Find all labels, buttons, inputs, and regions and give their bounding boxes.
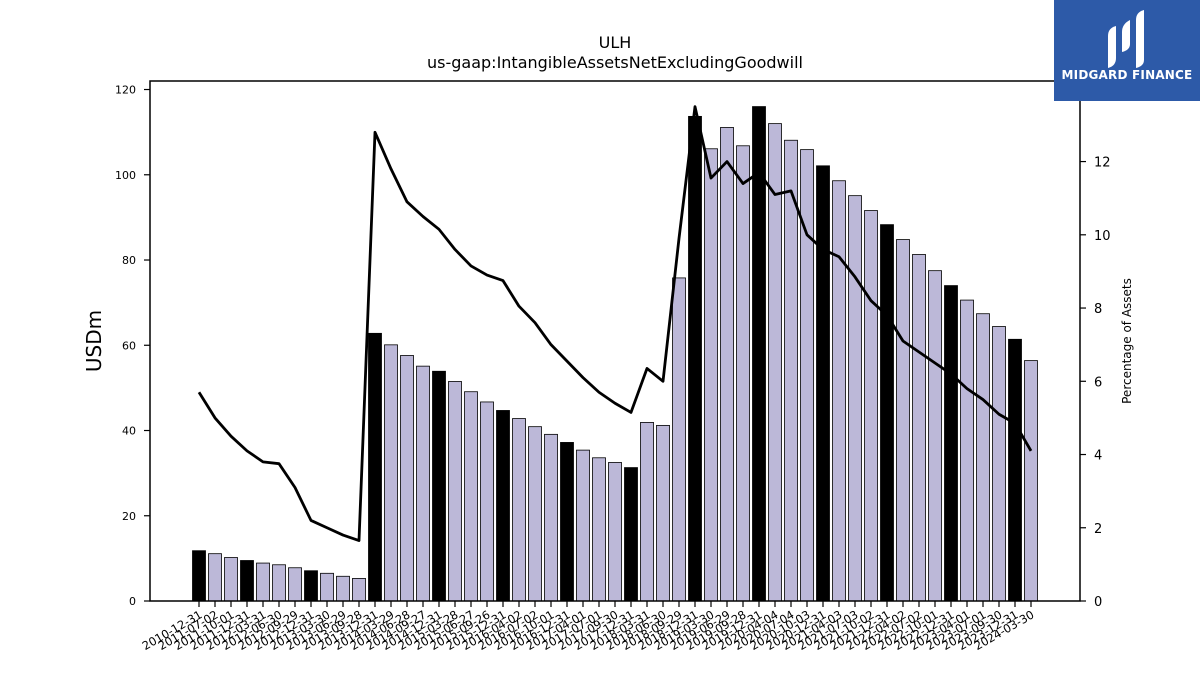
bar-2016-12-31: [560, 442, 574, 602]
bar-2012-09-29: [288, 567, 302, 602]
right-y-tick-label: 12: [1094, 156, 1111, 171]
bar-2013-06-29: [336, 575, 350, 602]
bar-2015-03-28: [448, 381, 462, 602]
bar-2013-03-30: [320, 572, 334, 602]
bar-2018-03-31: [640, 422, 654, 602]
right-y-tick-label: 10: [1094, 229, 1111, 244]
bar-2017-04-01: [576, 449, 590, 602]
left-y-tick-label: 100: [115, 169, 136, 182]
left-y-tick-label: 120: [115, 84, 136, 97]
bar-2015-09-26: [480, 401, 494, 602]
bar-2011-10-01: [224, 557, 238, 602]
bar-2022-04-02: [896, 239, 910, 602]
bar-2014-03-29: [384, 344, 398, 602]
bar-2019-09-28: [736, 145, 750, 602]
right-y-tick-label: 8: [1094, 302, 1102, 317]
bar-2022-12-31: [944, 285, 958, 602]
line-layer: [197, 105, 1033, 542]
bar-2016-10-01: [544, 433, 558, 602]
left-y-axis-label: USDm: [82, 310, 106, 372]
bar-2018-09-29: [672, 277, 686, 602]
left-y-tick-label: 0: [129, 595, 136, 608]
left-y-tick-label: 40: [122, 425, 136, 438]
bar-2017-12-31: [624, 467, 638, 602]
right-y-tick-label: 6: [1094, 375, 1102, 390]
bar-2014-09-27: [416, 365, 430, 602]
bar-2017-07-01: [592, 457, 606, 602]
bar-2021-04-03: [832, 180, 846, 602]
bar-2016-07-02: [528, 426, 542, 602]
bar-2020-07-04: [784, 139, 798, 602]
bar-2015-06-27: [464, 391, 478, 602]
midgard-logo-icon: [1108, 10, 1144, 68]
bar-2017-09-30: [608, 462, 622, 602]
bar-2022-07-02: [912, 254, 926, 602]
bar-2015-12-31: [496, 410, 510, 602]
bar-2020-12-31: [816, 165, 830, 602]
bar-2019-06-29: [720, 127, 734, 602]
bar-2018-12-31: [688, 115, 702, 602]
left-y-tick-label: 80: [122, 254, 136, 267]
bar-2013-09-28: [352, 578, 366, 602]
right-y-tick-label: 0: [1094, 595, 1102, 610]
left-y-tick-label: 60: [122, 339, 136, 352]
bar-2011-12-31: [240, 560, 254, 602]
bar-2023-07-01: [976, 313, 990, 602]
bar-2011-07-02: [208, 553, 222, 602]
bar-2023-04-01: [960, 299, 974, 602]
left-y-axis: 0 20 40 60 80 100 120: [115, 84, 150, 608]
right-y-tick-label: 4: [1094, 449, 1102, 464]
midgard-finance-logo: MIDGARD FINANCE: [1054, 0, 1200, 101]
bar-2016-04-02: [512, 418, 526, 602]
bar-2021-12-31: [880, 224, 894, 602]
bar-2010-12-31: [192, 550, 206, 602]
bar-2012-12-31: [304, 570, 318, 602]
bar-2021-07-03: [848, 195, 862, 602]
bar-2014-12-31: [432, 370, 446, 602]
bar-2022-10-01: [928, 270, 942, 602]
logo-text: MIDGARD FINANCE: [1061, 68, 1193, 82]
bar-2020-10-03: [800, 149, 814, 602]
bar-2023-09-30: [992, 326, 1006, 602]
bar-2012-06-30: [272, 564, 286, 602]
bar-2012-03-31: [256, 562, 270, 602]
right-y-tick-label: 2: [1094, 522, 1102, 537]
left-y-tick-label: 20: [122, 510, 136, 523]
bar-2019-03-30: [704, 148, 718, 602]
bar-2024-03-30: [1024, 360, 1038, 602]
right-y-axis: 0 2 4 6 8 10 12: [1080, 156, 1111, 610]
x-axis: 2010-12-312011-07-022011-10-012011-12-31…: [140, 601, 1037, 653]
bars-layer: [192, 106, 1038, 602]
bar-2023-12-31: [1008, 338, 1022, 602]
bar-2018-06-30: [656, 424, 670, 602]
bar-2014-06-28: [400, 355, 414, 602]
chart-title: ULH: [599, 33, 632, 52]
bar-2021-10-02: [864, 210, 878, 602]
chart-subtitle: us-gaap:IntangibleAssetsNetExcludingGood…: [427, 53, 803, 72]
bar-2013-12-31: [368, 332, 382, 602]
right-y-axis-label: Percentage of Assets: [1120, 278, 1134, 404]
percentage-line: [197, 105, 1033, 542]
